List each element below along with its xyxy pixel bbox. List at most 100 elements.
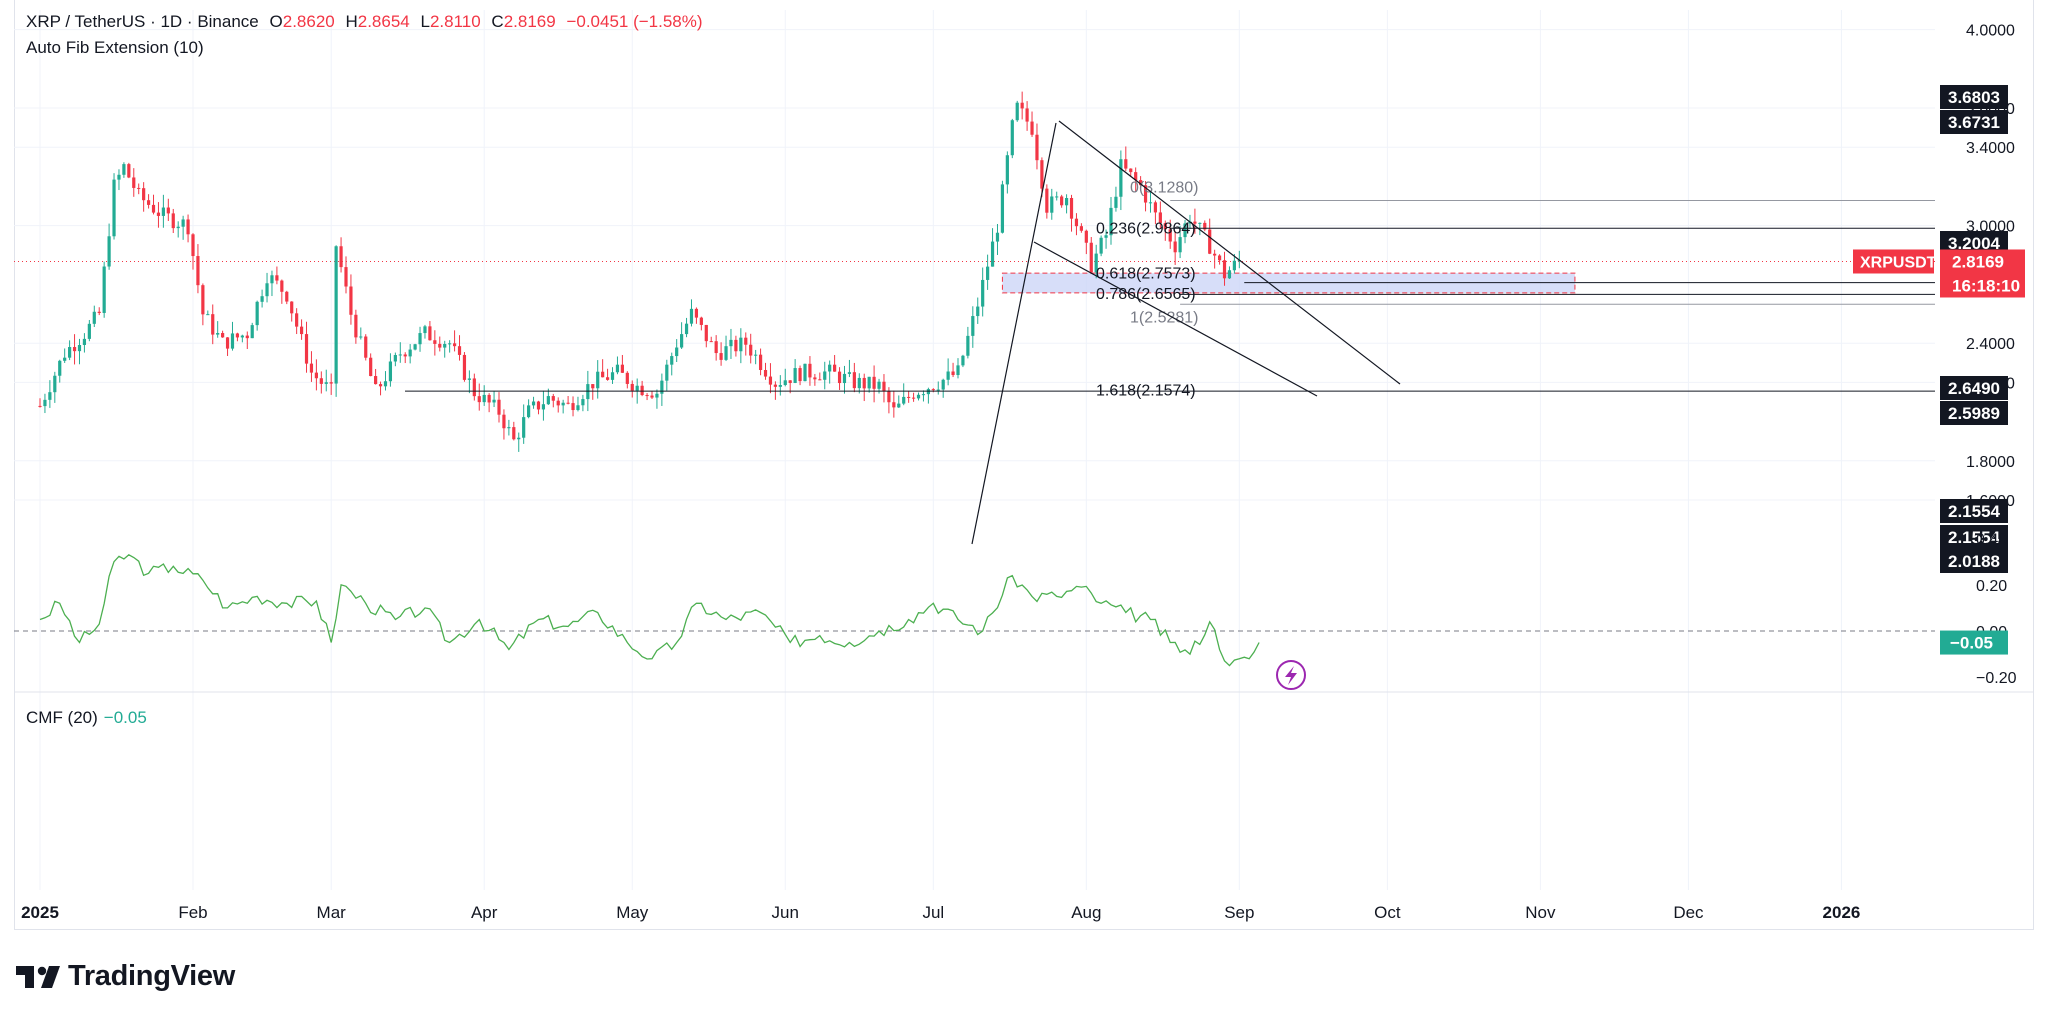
candle-body [818,379,822,381]
candle-body [211,314,215,335]
candle-body [694,308,699,318]
candle-body [142,188,146,201]
candle-body [1163,223,1167,230]
candle-body [956,365,960,376]
candle-body [907,396,911,398]
open-value: 2.8620 [282,12,335,31]
x-axis-label: Feb [178,903,207,922]
candle-body [1099,237,1103,254]
cmf-legend[interactable]: CMF (20) −0.05 [26,708,147,728]
high-value: 2.8654 [357,12,410,31]
candle-body [882,381,886,392]
candle-body [650,395,654,398]
candle-body [43,399,47,407]
candle-body [221,333,225,338]
candle-body [862,377,866,389]
candle-body [1203,222,1207,230]
candle-body [665,364,669,381]
cmf-y-axis-tick: 0.40 [1976,532,2007,549]
candle-body [1010,120,1014,156]
cmf-series-line [39,554,1260,667]
candle-body [329,382,333,384]
candle-body [230,333,235,349]
candle-body [492,399,496,403]
candle-body [497,399,501,415]
candle-body [132,177,136,188]
candle-body [146,200,151,205]
triangle-lower-line [1033,241,1318,397]
candle-body [418,333,422,345]
candle-body [48,392,52,400]
candle-body [961,355,965,366]
candle-body [304,334,309,364]
candle-body [734,339,738,352]
candle-body [605,377,610,380]
candle-body [857,377,861,389]
candle-body [522,417,526,438]
candle-body [1030,121,1034,135]
x-axis-label: Oct [1374,903,1401,922]
symbol-title[interactable]: XRP / TetherUS · 1D · Binance [26,12,259,31]
high-label: H [345,12,358,31]
candle-body [680,334,684,348]
price-label-text: 2.0188 [1948,552,2000,571]
cmf-y-axis-tick: 0.20 [1976,578,2007,595]
candle-body [689,308,694,324]
candle-body [369,357,373,377]
candle-body [921,394,926,396]
candle-body [1089,242,1093,273]
price-label-box [1940,525,2008,549]
cmf-value-text: −0.05 [1950,634,1993,653]
fib-level-label: 0.786(2.6565) [1096,286,1196,303]
candle-body [156,212,161,216]
candle-body [206,314,210,316]
candle-body [788,380,792,383]
candle-body [1045,188,1049,213]
candle-body [842,373,847,384]
candle-body [1148,202,1153,204]
brand-name: TradingView [68,960,235,992]
fib-swing-leg-line [971,122,1057,545]
candle-body [981,279,985,307]
candle-body [512,427,516,440]
candle-body [571,403,575,411]
candle-body [517,437,521,440]
candle-body [349,286,353,315]
candle-body [546,396,550,405]
x-axis-label: Nov [1525,903,1556,922]
candle-body [1134,172,1138,181]
y-axis-tick: 3.4000 [1966,140,2015,157]
candle-body [72,347,77,352]
candle-body [803,363,807,382]
candle-body [596,371,600,389]
candle-body [684,323,689,335]
candle-body [1079,226,1083,231]
candle-body [1119,159,1123,197]
candle-body [773,384,777,387]
indicator-title[interactable]: Auto Fib Extension (10) [26,38,204,57]
cmf-label[interactable]: CMF (20) [26,708,98,727]
price-chart[interactable]: 0(3.1280) 0.236(2.9864) 0.618(2.7573) 0.786… [0,0,2048,935]
candle-body [161,207,165,216]
candle-body [793,368,797,383]
candle-body [719,353,723,360]
candle-body [314,372,318,379]
candle-body [754,354,758,356]
candle-body [1193,221,1197,224]
candle-body [536,401,541,410]
price-label-box [1940,499,2008,523]
candle-body [541,404,546,410]
candle-body [334,246,338,384]
candle-body [847,372,852,374]
candle-body [433,340,437,344]
candle-body [813,377,817,380]
indicator-legend[interactable]: Auto Fib Extension (10) [26,38,204,58]
x-axis-label: Aug [1071,903,1101,922]
y-axis-tick: 2.4000 [1966,336,2015,353]
candle-body [196,256,200,286]
candle-body [53,375,57,393]
tradingview-logo[interactable]: TradingView [16,960,235,993]
candle-body [744,337,748,345]
candle-body [556,400,560,406]
candle-body [892,402,896,408]
